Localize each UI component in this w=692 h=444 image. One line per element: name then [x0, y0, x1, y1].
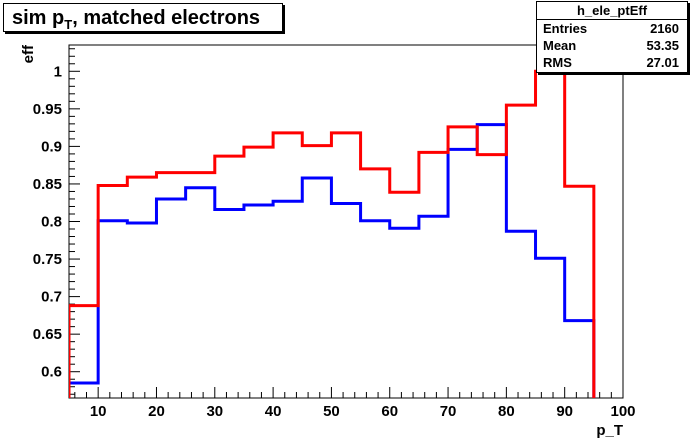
x-tick-label: 60 — [381, 403, 398, 420]
x-tick-label: 50 — [323, 403, 340, 420]
x-tick-label: 30 — [206, 403, 223, 420]
y-tick-label: 0.9 — [41, 138, 62, 155]
stats-histogram-name: h_ele_ptEff — [537, 2, 687, 20]
stats-label: Entries — [543, 21, 588, 36]
x-tick-label: 20 — [148, 403, 165, 420]
y-tick-label: 0.8 — [41, 214, 62, 231]
x-tick-label: 90 — [556, 403, 573, 420]
y-tick-label: 0.7 — [41, 289, 62, 306]
chart-title-box: sim pT, matched electrons — [3, 3, 283, 32]
stats-label: Mean — [543, 38, 577, 53]
x-tick-label: 70 — [440, 403, 457, 420]
stats-row-entries: Entries 2160 — [537, 20, 687, 37]
stats-row-mean: Mean 53.35 — [537, 37, 687, 54]
stats-value: 27.01 — [646, 55, 679, 70]
chart-title-main: sim p — [12, 7, 65, 29]
stats-value: 2160 — [650, 21, 679, 36]
chart-title-rest: , matched electrons — [72, 7, 261, 29]
plot-frame — [68, 44, 624, 399]
y-tick-label: 0.85 — [33, 176, 62, 193]
y-tick-label: 0.6 — [41, 364, 62, 381]
stats-value: 53.35 — [646, 38, 679, 53]
x-tick-label: 80 — [498, 403, 515, 420]
stats-label: RMS — [543, 55, 572, 70]
y-tick-label: 1 — [54, 63, 62, 80]
x-tick-label: 100 — [610, 403, 635, 420]
y-axis-title: eff — [20, 44, 37, 63]
x-tick-label: 10 — [90, 403, 107, 420]
y-tick-label: 0.65 — [33, 326, 62, 343]
y-tick-label: 0.95 — [33, 101, 62, 118]
y-tick-label: 0.75 — [33, 251, 62, 268]
x-tick-label: 40 — [265, 403, 282, 420]
histogram-series-0 — [69, 123, 596, 398]
histogram-series-1 — [69, 69, 596, 398]
stats-row-rms: RMS 27.01 — [537, 54, 687, 71]
x-axis-title: p_T — [596, 422, 623, 439]
stats-box: h_ele_ptEff Entries 2160 Mean 53.35 RMS … — [536, 1, 688, 73]
chart-title-subscript: T — [64, 17, 73, 32]
